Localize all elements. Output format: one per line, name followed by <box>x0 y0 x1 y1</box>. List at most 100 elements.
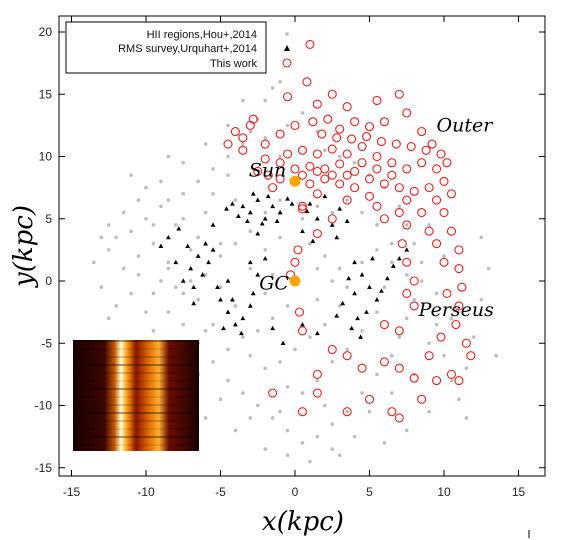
this-work-point <box>424 183 434 193</box>
this-work-point <box>454 245 464 255</box>
hii-point <box>315 378 320 383</box>
this-work-point <box>376 137 386 147</box>
this-work-point <box>357 158 367 168</box>
hii-point <box>159 204 163 209</box>
this-work-point <box>402 108 412 118</box>
hii-point <box>255 329 260 333</box>
hii-point <box>226 154 230 159</box>
hii-point <box>345 285 349 290</box>
this-work-point <box>312 229 322 239</box>
rms-point <box>304 208 310 214</box>
this-work-point <box>268 388 278 398</box>
hii-point <box>315 266 320 271</box>
this-work-point <box>402 220 412 230</box>
hii-point <box>278 360 282 364</box>
this-work-point <box>442 158 452 168</box>
inset-stripe <box>73 388 199 390</box>
hii-point <box>360 260 364 265</box>
this-work-point <box>253 166 263 176</box>
this-work-point <box>439 257 449 267</box>
hii-point <box>323 322 327 327</box>
this-work-point <box>402 288 412 299</box>
this-work-point <box>394 363 404 373</box>
rms-point <box>280 340 286 346</box>
rms-point <box>176 226 182 231</box>
inset-stripe <box>73 364 199 366</box>
this-work-point <box>297 204 308 214</box>
hii-point <box>337 154 342 159</box>
hii-point <box>308 335 312 339</box>
this-work-point <box>342 102 352 112</box>
rms-point <box>346 275 352 281</box>
this-work-point <box>297 407 308 417</box>
this-work-point <box>417 158 427 168</box>
hii-point <box>218 285 223 290</box>
this-work-point <box>275 158 285 168</box>
rms-point <box>188 265 194 271</box>
hii-point <box>114 235 118 240</box>
hii-point <box>457 397 461 402</box>
hii-point <box>263 366 268 370</box>
hii-point <box>99 235 104 240</box>
hii-point <box>404 272 409 277</box>
this-work-point <box>372 95 382 106</box>
hii-point <box>166 310 171 314</box>
annotation-sun: Sun <box>249 159 287 181</box>
rms-point <box>396 255 402 261</box>
hii-point <box>218 254 223 258</box>
this-work-point <box>461 338 471 348</box>
hii-point <box>188 248 193 252</box>
hii-point <box>263 136 268 140</box>
rms-point <box>255 272 261 277</box>
hii-point <box>181 322 186 327</box>
x-tick-label: 0 <box>292 485 299 499</box>
hii-point <box>181 291 186 296</box>
this-work-point <box>342 170 352 180</box>
hii-point <box>136 198 141 202</box>
hii-point <box>404 316 409 321</box>
this-work-point <box>394 413 404 423</box>
hii-point <box>203 272 208 277</box>
this-work-point <box>312 166 322 176</box>
legend-label-hii: HII regions,Hou+,2014 <box>147 29 257 41</box>
hii-point <box>300 441 305 445</box>
hii-point <box>419 279 424 283</box>
rms-point <box>364 309 369 314</box>
this-work-point <box>297 145 308 155</box>
hii-point <box>345 409 349 414</box>
hii-point <box>442 353 446 358</box>
y-tick-label: -15 <box>35 461 53 475</box>
this-work-point <box>379 117 389 127</box>
this-work-point <box>394 326 404 336</box>
rms-point <box>300 321 305 327</box>
rms-point <box>233 321 238 327</box>
hii-point <box>106 223 111 227</box>
hii-point <box>226 378 230 383</box>
hii-point <box>472 335 476 339</box>
hii-point <box>248 266 253 271</box>
hii-point <box>390 391 394 395</box>
inset-stripe <box>73 404 199 406</box>
hii-point <box>390 241 394 246</box>
inset-stripe <box>73 372 199 374</box>
hii-point <box>404 428 409 433</box>
hii-point <box>151 241 156 246</box>
this-work-point <box>290 164 300 174</box>
rms-point <box>370 255 375 261</box>
hii-point <box>136 272 141 277</box>
this-work-point <box>421 145 431 155</box>
hii-point <box>203 142 208 146</box>
rms-point <box>322 193 328 199</box>
hii-point <box>181 192 186 196</box>
hii-point <box>337 266 342 271</box>
hii-point <box>427 341 431 346</box>
y-tick-label: -5 <box>41 336 52 350</box>
inset-stripe <box>73 356 199 358</box>
this-work-point <box>394 207 404 218</box>
x-tick-label: 10 <box>437 485 451 499</box>
hii-point <box>464 416 469 420</box>
this-work-point <box>442 288 452 299</box>
rms-point <box>358 334 363 339</box>
rms-point <box>235 213 241 219</box>
rms-point <box>250 290 256 296</box>
